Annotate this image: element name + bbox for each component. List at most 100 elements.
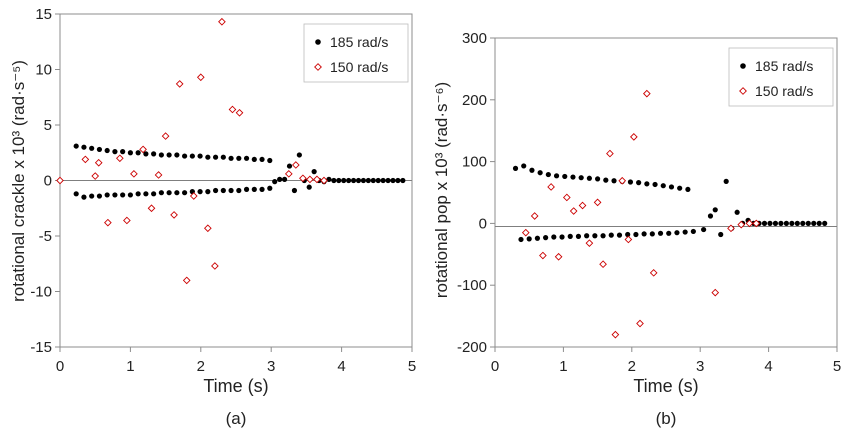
chart-panel-b: 0 1 2 3 4 5 -200 -100 0 100 200 300 Time (s) rotation… [432,30,841,428]
data-point [170,211,178,219]
x-tick-label: 3 [696,358,704,375]
data-point [251,186,257,192]
series-filled [73,143,406,200]
data-point [228,187,234,194]
data-point [336,177,342,184]
data-point [603,177,609,183]
data-point [789,220,795,226]
data-point [723,178,729,184]
data-point [701,226,707,233]
data-point [147,204,156,213]
data-point [281,176,288,182]
legend-box [728,47,834,107]
data-point [595,176,601,182]
legend-label: 185 rad/s [330,34,388,50]
y-tick-label: 200 [462,92,487,109]
data-point [636,180,642,186]
data-point [641,231,647,237]
x-tick-label: 5 [408,358,416,375]
data-point [112,192,118,198]
data-point [143,191,149,197]
data-point [521,228,530,237]
data-point [375,177,381,184]
data-point [611,330,620,339]
data-point [158,152,164,158]
x-tick-label: 2 [197,358,205,375]
data-point [712,207,718,213]
data-point [365,177,371,184]
x-tick-label: 1 [126,358,134,375]
y-tick-label: -15 [30,339,52,356]
data-point [578,201,587,210]
data-point [518,236,524,243]
data-point [272,179,278,185]
data-point [320,176,328,185]
data-point [104,147,110,154]
data-point [370,177,376,184]
plot-frame [494,37,838,348]
series-open [56,17,328,285]
data-point [584,233,590,239]
data-point [562,193,571,202]
data-point [767,220,773,226]
data-point [537,170,543,176]
data-point [711,288,720,297]
legend-box [303,23,409,83]
data-point [800,220,806,226]
data-point [783,220,789,226]
data-point [174,152,180,158]
data-point [251,156,257,163]
data-point [562,173,568,180]
data-point [228,105,237,114]
data-point [534,235,541,241]
data-point [197,189,203,195]
legend-marker [740,63,746,69]
data-point [154,171,163,179]
data-point [578,175,584,181]
data-point [554,252,563,261]
data-point [96,146,103,153]
data-point [81,155,90,164]
data-point [112,149,118,155]
data-point [175,80,184,88]
data-point [204,224,212,233]
data-point [666,230,672,236]
data-point [267,185,273,191]
data-point [526,236,532,242]
chart-panel-a: 0 1 2 3 4 5 -15 -10 -5 0 5 10 15 Time (s) rotational c… [9,6,416,428]
data-point [569,207,578,215]
data-point [400,177,406,184]
data-point [553,173,560,179]
data-point [236,155,242,161]
legend-label: 185 rad/s [755,58,813,74]
data-point [668,184,675,190]
data-point [166,190,172,196]
data-point [306,184,312,190]
panel-label: (b) [656,409,677,428]
data-point [89,145,95,151]
data-point [652,181,658,188]
x-tick-label: 2 [628,358,636,375]
data-point [685,186,691,193]
data-point [73,191,79,197]
data-point [174,190,180,196]
data-point [120,149,126,155]
data-point [151,191,157,197]
data-point [822,220,828,226]
data-point [135,191,141,197]
x-tick-label: 3 [267,358,275,375]
data-point [633,231,639,238]
data-point [91,172,100,180]
data-point [761,220,768,226]
data-point [205,189,211,195]
data-point [360,177,367,184]
data-point [539,251,547,260]
x-tick-label: 4 [764,358,772,375]
data-point [567,233,573,239]
data-point [616,232,623,238]
data-point [551,234,557,240]
y-axis-label: rotational crackle x 10³ (rad·s⁻⁵) [9,60,28,302]
x-tick-label: 1 [559,358,567,375]
y-tick-label: 10 [35,62,52,79]
data-point [218,17,226,26]
